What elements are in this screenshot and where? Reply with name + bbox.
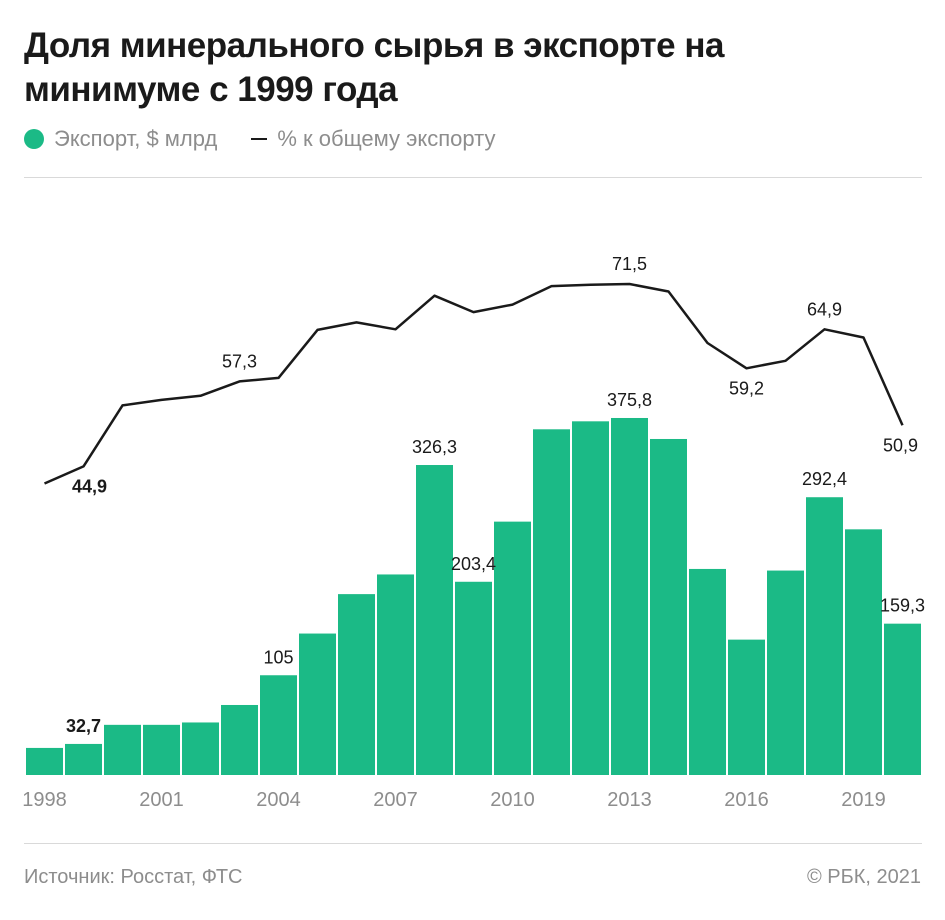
bar-2012	[572, 421, 609, 775]
line-label-2013: 71,5	[612, 254, 647, 274]
bar-2014	[650, 438, 687, 775]
line-label-2016: 59,2	[729, 378, 764, 398]
x-tick-2016: 2016	[724, 789, 769, 811]
bar-label-2013: 375,8	[607, 390, 652, 410]
bar-2001	[143, 724, 180, 775]
green-dot-icon	[24, 129, 44, 149]
bar-2002	[182, 722, 219, 775]
legend-label-share: % к общему экспорту	[277, 126, 496, 151]
bar-1998	[26, 747, 63, 775]
bar-2015	[689, 568, 726, 775]
bar-2016	[728, 639, 765, 775]
chart-title: Доля минерального сырья в экспорте на ми…	[24, 26, 724, 109]
bar-2003	[221, 704, 258, 775]
bar-label-2020: 159,3	[880, 596, 925, 616]
bar-2018	[806, 497, 843, 775]
legend-item-export: Экспорт, $ млрд	[24, 126, 217, 152]
bar-label-2008: 326,3	[412, 437, 457, 457]
top-divider	[24, 177, 922, 178]
bar-label-1999: 32,7	[66, 716, 101, 736]
legend: Экспорт, $ млрд % к общему экспорту	[24, 122, 495, 156]
bar-2008	[416, 465, 453, 775]
bar-2020	[884, 623, 921, 775]
x-tick-2007: 2007	[373, 789, 418, 811]
line-label-1999: 44,9	[72, 476, 107, 496]
bar-2009	[455, 581, 492, 775]
x-tick-2001: 2001	[139, 789, 184, 811]
bar-2000	[104, 724, 141, 775]
bar-2017	[767, 570, 804, 775]
bar-label-2018: 292,4	[802, 469, 847, 489]
bar-label-2004: 105	[263, 647, 293, 667]
bar-2010	[494, 521, 531, 775]
x-tick-2019: 2019	[841, 789, 886, 811]
combo-chart: 32,7 105 326,3 203,4 375,8 292,4 159,3 44,9 57,3…	[22, 254, 925, 811]
bar-1999	[65, 743, 102, 775]
bar-2005	[299, 633, 336, 775]
x-tick-1998: 1998	[22, 789, 67, 811]
line-label-2018: 64,9	[807, 299, 842, 319]
source-note: Источник: Росстат, ФТС	[24, 866, 243, 888]
line-label-2020: 50,9	[883, 435, 918, 455]
dash-line-icon	[251, 138, 268, 140]
bar-2013	[611, 417, 648, 775]
bar-2006	[338, 594, 375, 775]
line-label-2003: 57,3	[222, 351, 257, 371]
bottom-divider	[24, 843, 922, 844]
copyright-note: © РБК, 2021	[806, 866, 921, 888]
legend-label-export: Экспорт, $ млрд	[54, 126, 218, 151]
bar-2004	[260, 675, 297, 775]
legend-item-share: % к общему экспорту	[251, 126, 495, 152]
x-tick-2004: 2004	[256, 789, 301, 811]
x-tick-2013: 2013	[607, 789, 652, 811]
bar-label-2009: 203,4	[451, 554, 496, 574]
bar-2007	[377, 574, 414, 775]
bar-2019	[845, 529, 882, 775]
bar-2011	[533, 429, 570, 775]
share-line	[43, 282, 904, 485]
x-tick-2010: 2010	[490, 789, 535, 811]
